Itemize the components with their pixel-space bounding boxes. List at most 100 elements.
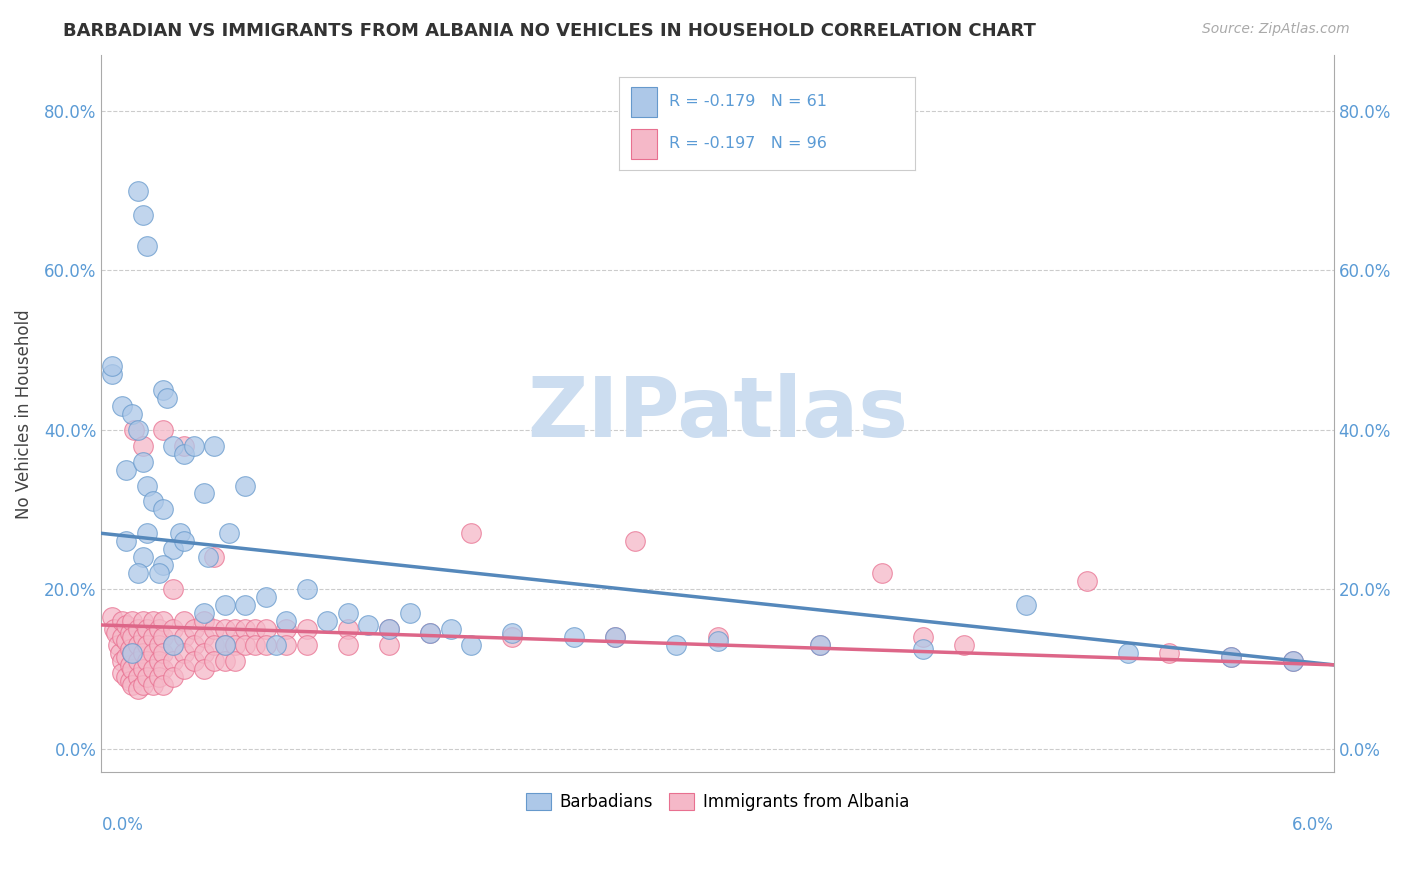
Point xyxy=(214,654,236,668)
Y-axis label: No Vehicles in Household: No Vehicles in Household xyxy=(15,309,32,518)
Point xyxy=(111,665,134,680)
Point xyxy=(127,638,149,652)
Text: Source: ZipAtlas.com: Source: ZipAtlas.com xyxy=(1202,22,1350,37)
Point xyxy=(1014,598,1036,612)
Point xyxy=(276,622,298,636)
Point xyxy=(148,654,170,668)
Point xyxy=(131,662,153,676)
Point xyxy=(111,630,134,644)
Point xyxy=(218,526,240,541)
Point xyxy=(162,638,184,652)
Point xyxy=(152,646,174,660)
Point xyxy=(127,566,149,581)
Point xyxy=(224,654,246,668)
Point xyxy=(115,670,138,684)
Point xyxy=(193,486,215,500)
Point xyxy=(142,630,165,644)
Point xyxy=(152,423,174,437)
Point xyxy=(100,367,122,381)
Point xyxy=(111,614,134,628)
Point xyxy=(127,184,149,198)
Point xyxy=(131,614,153,628)
Point xyxy=(120,641,142,656)
Point xyxy=(173,630,195,644)
Point xyxy=(665,638,688,652)
Point xyxy=(1116,646,1139,660)
Point xyxy=(603,630,626,644)
Point xyxy=(121,614,143,628)
Point xyxy=(131,646,153,660)
Point xyxy=(419,626,441,640)
Point xyxy=(115,634,138,648)
Point xyxy=(233,622,256,636)
Point xyxy=(295,582,318,596)
Point xyxy=(214,622,236,636)
Point xyxy=(152,630,174,644)
Point xyxy=(378,622,401,636)
Point xyxy=(204,550,226,565)
Point xyxy=(193,630,215,644)
Point xyxy=(152,558,174,573)
Point xyxy=(245,622,267,636)
Point xyxy=(233,478,256,492)
Point xyxy=(173,447,195,461)
Point xyxy=(131,454,153,468)
Point xyxy=(254,622,277,636)
Point xyxy=(152,678,174,692)
Point xyxy=(131,630,153,644)
Point xyxy=(1281,654,1303,668)
Point xyxy=(336,638,359,652)
Point xyxy=(162,542,184,557)
Point xyxy=(121,662,143,676)
Point xyxy=(193,646,215,660)
Point xyxy=(808,638,831,652)
Point xyxy=(183,439,205,453)
Point xyxy=(127,670,149,684)
Point xyxy=(148,622,170,636)
Point xyxy=(142,678,165,692)
Point xyxy=(148,638,170,652)
Point xyxy=(121,407,143,421)
Point xyxy=(152,614,174,628)
Point xyxy=(162,582,184,596)
Point xyxy=(162,654,184,668)
Point xyxy=(603,630,626,644)
Point xyxy=(121,678,143,692)
Point xyxy=(214,638,236,652)
Point xyxy=(131,208,153,222)
Point xyxy=(135,478,157,492)
Point xyxy=(173,646,195,660)
Point xyxy=(127,622,149,636)
Point xyxy=(378,622,401,636)
Point xyxy=(135,638,157,652)
Point xyxy=(142,614,165,628)
Point xyxy=(100,610,122,624)
Point xyxy=(295,638,318,652)
Point xyxy=(193,614,215,628)
Point xyxy=(127,423,149,437)
Point xyxy=(173,662,195,676)
Point xyxy=(276,614,298,628)
Point xyxy=(135,654,157,668)
Point xyxy=(162,670,184,684)
Point xyxy=(148,670,170,684)
Point xyxy=(135,670,157,684)
Point xyxy=(1076,574,1098,589)
Point xyxy=(142,662,165,676)
Point xyxy=(173,439,195,453)
Point xyxy=(193,662,215,676)
Point xyxy=(501,630,523,644)
Point xyxy=(121,646,143,660)
Point xyxy=(115,534,138,549)
Point xyxy=(111,654,134,668)
Point xyxy=(214,638,236,652)
Point xyxy=(295,622,318,636)
Point xyxy=(460,526,482,541)
Point xyxy=(233,638,256,652)
Point xyxy=(336,606,359,620)
Point xyxy=(204,638,226,652)
Point xyxy=(121,646,143,660)
Point xyxy=(115,462,138,476)
Point xyxy=(108,646,131,660)
Point xyxy=(100,359,122,373)
